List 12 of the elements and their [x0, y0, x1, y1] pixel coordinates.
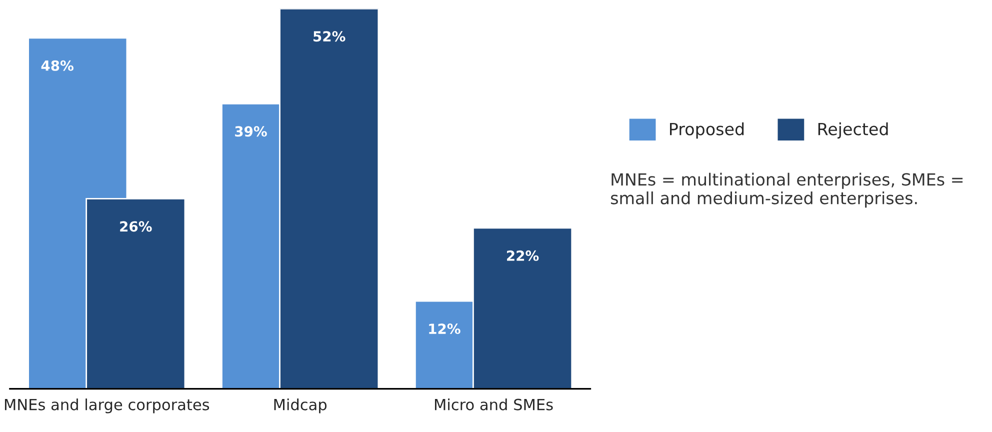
- data-label: 48%: [41, 60, 74, 71]
- text: MNEs = multinational enterprises, SMEs = small and medium-sized enterprises.: [610, 172, 963, 208]
- data-label: 26%: [120, 221, 152, 232]
- x-tick-label: Micro and SMEs: [434, 398, 553, 410]
- x-tick-label: Midcap: [274, 398, 327, 414]
- legend-label: Proposed: [670, 122, 744, 139]
- x-tick-label: MNEs and large corporates: [4, 398, 210, 414]
- data-label: 12%: [429, 324, 460, 334]
- data-label: 39%: [235, 126, 267, 137]
- data-label: 52%: [314, 31, 346, 42]
- data-label: 22%: [507, 250, 539, 261]
- legend-label: Rejected: [818, 122, 888, 139]
